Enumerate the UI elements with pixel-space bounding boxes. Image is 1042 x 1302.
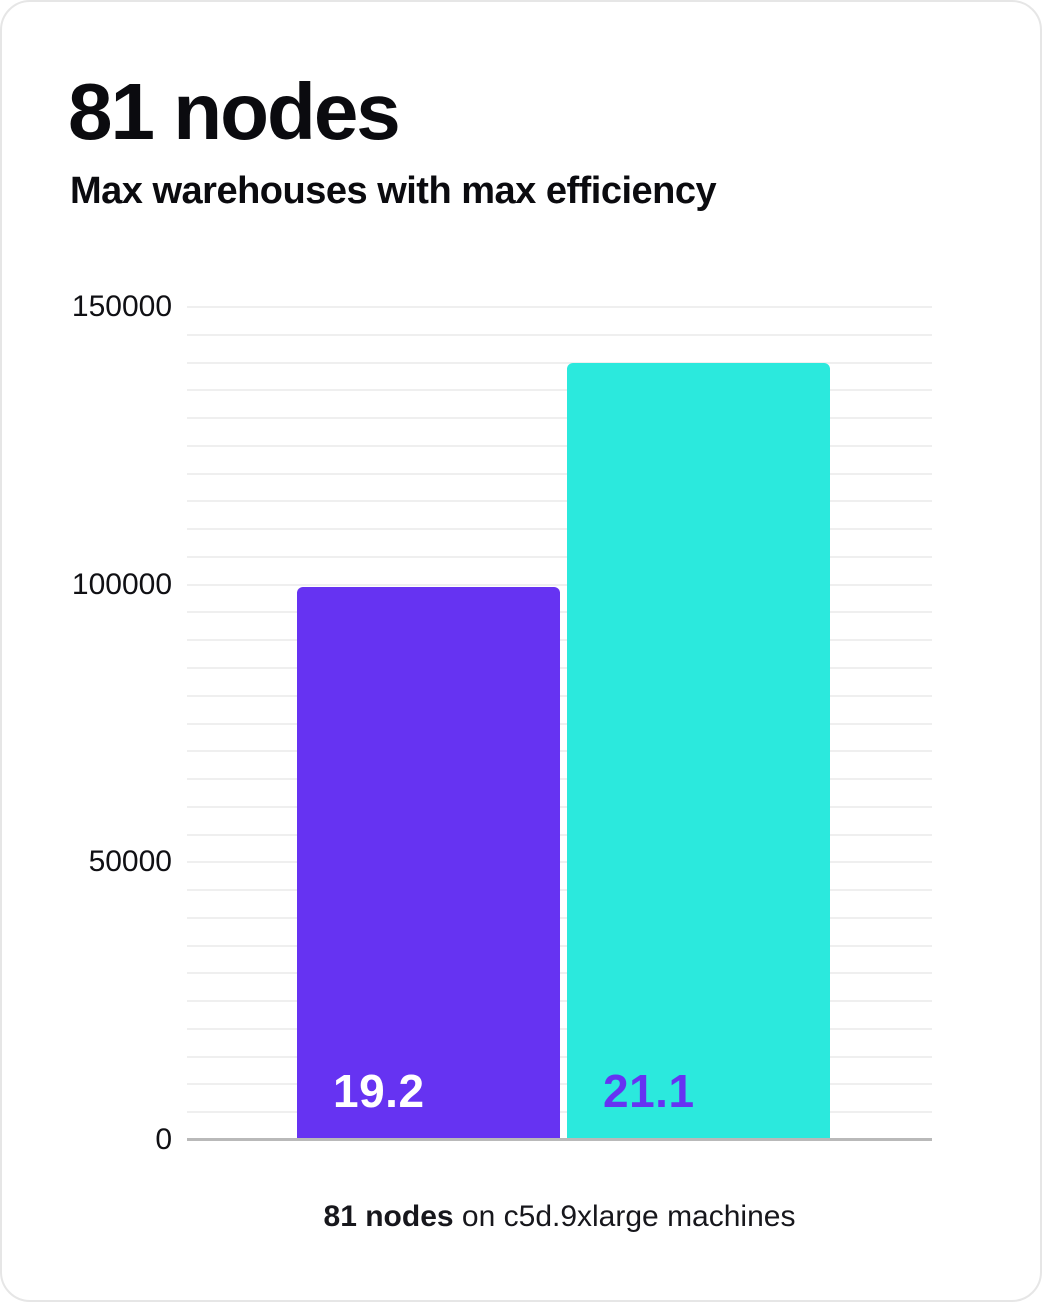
chart-title: 81 nodes — [68, 67, 401, 156]
bar-cyan-value-label: 21.1 — [603, 1065, 695, 1117]
caption: 81 nodes on c5d.9xlarge machines — [187, 1200, 932, 1234]
y-axis: 0 50000 100000 150000 — [2, 292, 172, 1155]
bar-purple: 19.2 — [297, 587, 560, 1140]
gridline — [187, 417, 932, 420]
gridline — [187, 361, 932, 364]
bar-cyan: 21.1 — [567, 362, 830, 1140]
gridline — [187, 500, 932, 503]
gridline — [187, 444, 932, 447]
gridline — [187, 472, 932, 475]
plot-area: 19.2 21.1 — [187, 306, 932, 1141]
y-tick-label-0: 0 — [155, 1123, 172, 1156]
caption-bold-text: 81 nodes — [323, 1200, 454, 1233]
gridline — [187, 555, 932, 558]
gridline — [187, 306, 932, 308]
y-tick-label-150000: 150000 — [71, 290, 172, 323]
bar-purple-value-label: 19.2 — [333, 1065, 425, 1117]
gridline — [187, 583, 932, 586]
gridline — [187, 389, 932, 392]
caption-rest-text: on c5d.9xlarge machines — [453, 1200, 796, 1233]
x-axis-baseline — [187, 1138, 932, 1141]
gridline — [187, 528, 932, 531]
y-tick-label-100000: 100000 — [71, 567, 172, 601]
gridline — [187, 333, 932, 336]
y-tick-label-50000: 50000 — [88, 845, 172, 879]
chart-subtitle: Max warehouses with max efficiency — [70, 170, 717, 212]
